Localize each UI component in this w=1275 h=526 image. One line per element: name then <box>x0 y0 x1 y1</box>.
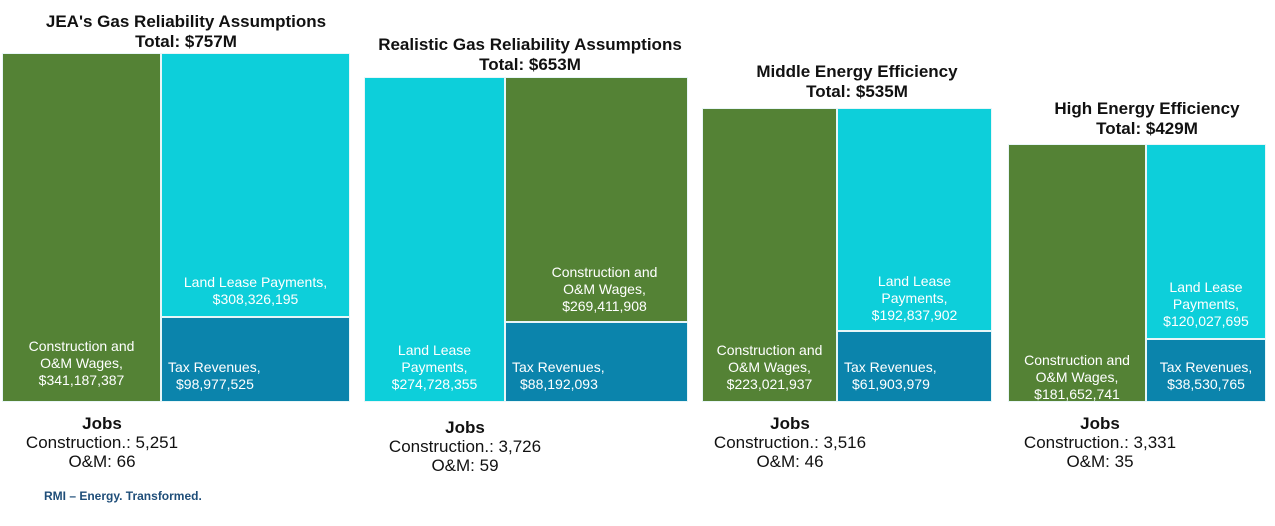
treemap-tile-construction-and-oandm-wages: Construction and O&M Wages, $223,021,937 <box>702 108 837 402</box>
jobs-heading: Jobs <box>445 418 485 437</box>
jobs-heading: Jobs <box>770 414 810 433</box>
jobs-construction: Construction.: 3,331 <box>1023 433 1177 452</box>
treemap-tile-land-lease-payments: Land Lease Payments, $120,027,695 <box>1146 144 1266 339</box>
chart-total: Total: $653M <box>479 55 581 74</box>
treemap: Construction and O&M Wages, $181,652,741 La… <box>1008 144 1266 402</box>
chart-title-text: JEA's Gas Reliability Assumptions <box>45 12 327 31</box>
tile-label-line: Construction and <box>551 264 658 280</box>
chart-title: Middle Energy Efficiency Total: $535M <box>702 62 1012 102</box>
tile-label-line: $223,021,937 <box>726 376 813 392</box>
tile-label-line: $61,903,979 <box>852 376 930 392</box>
tile-label-line: Construction and <box>716 342 823 358</box>
tile-label: Tax Revenues, $88,192,093 <box>512 359 683 393</box>
tile-label: Construction and O&M Wages, $341,187,387 <box>7 338 156 389</box>
tile-label-line: Land Lease <box>877 273 952 289</box>
jobs-om: O&M: 35 <box>1066 452 1134 471</box>
tile-label-line: Land Lease <box>1169 279 1243 295</box>
tile-label-line: Tax Revenues, <box>1159 359 1253 375</box>
jobs-heading: Jobs <box>1080 414 1120 433</box>
tile-label: Tax Revenues, $38,530,765 <box>1151 359 1261 393</box>
tile-label-line: $308,326,195 <box>212 291 299 307</box>
jobs-summary: Jobs Construction.: 5,251 O&M: 66 <box>2 414 202 471</box>
treemap-tile-land-lease-payments: Land Lease Payments, $192,837,902 <box>837 108 992 331</box>
jobs-heading: Jobs <box>82 414 122 433</box>
tile-label-line: $341,187,387 <box>38 372 125 388</box>
tile-label: Land Lease Payments, $274,728,355 <box>369 342 500 393</box>
chart-total: Total: $535M <box>806 82 908 101</box>
treemap-tile-tax-revenues: Tax Revenues, $61,903,979 <box>837 331 992 402</box>
chart-title-text: Middle Energy Efficiency <box>756 62 958 81</box>
treemap: Land Lease Payments, $274,728,355 Construct… <box>364 77 688 402</box>
jobs-summary: Jobs Construction.: 3,726 O&M: 59 <box>365 418 565 475</box>
treemap-tile-construction-and-oandm-wages: Construction and O&M Wages, $181,652,741 <box>1008 144 1146 402</box>
jobs-summary: Jobs Construction.: 3,516 O&M: 46 <box>690 414 890 471</box>
tile-label-line: Tax Revenues, <box>844 359 937 375</box>
tile-label-line: Payments, <box>401 359 468 375</box>
tile-label-line: Payments, <box>881 290 948 306</box>
tile-label-line: $88,192,093 <box>520 376 598 392</box>
tile-label-line: O&M Wages, <box>1035 369 1119 385</box>
tile-label-line: O&M Wages, <box>40 355 123 371</box>
tile-label-line: O&M Wages, <box>563 281 646 297</box>
treemap-tile-construction-and-oandm-wages: Construction and O&M Wages, $341,187,387 <box>2 53 161 402</box>
tile-label-line: $38,530,765 <box>1167 376 1245 392</box>
tile-label-line: $120,027,695 <box>1163 313 1249 329</box>
tile-label: Tax Revenues, $98,977,525 <box>168 359 345 393</box>
chart-title: High Energy Efficiency Total: $429M <box>1022 99 1272 139</box>
tile-label-line: Construction and <box>1024 352 1130 368</box>
jobs-construction: Construction.: 3,726 <box>388 437 542 456</box>
tile-label-line: $181,652,741 <box>1034 386 1120 402</box>
treemap: Construction and O&M Wages, $341,187,387 La… <box>2 53 350 402</box>
treemap-tile-tax-revenues: Tax Revenues, $98,977,525 <box>161 317 350 402</box>
treemap: Construction and O&M Wages, $223,021,937 La… <box>702 108 992 402</box>
treemap-tile-land-lease-payments: Land Lease Payments, $308,326,195 <box>161 53 350 317</box>
tile-label: Construction and O&M Wages, $269,411,908 <box>536 264 673 315</box>
tile-label-line: $274,728,355 <box>391 376 478 392</box>
tile-label-line: $192,837,902 <box>871 307 958 323</box>
jobs-om: O&M: 66 <box>68 452 136 471</box>
tile-label-line: Payments, <box>1172 296 1240 312</box>
treemap-tile-land-lease-payments: Land Lease Payments, $274,728,355 <box>364 77 505 402</box>
tile-label-line: Tax Revenues, <box>512 359 605 375</box>
tile-label-line: Tax Revenues, <box>168 359 261 375</box>
chart-title-text: Realistic Gas Reliability Assumptions <box>378 35 682 54</box>
tile-label-line: Construction and <box>28 338 135 354</box>
chart-title: JEA's Gas Reliability Assumptions Total:… <box>0 12 372 52</box>
footer-brand: RMI – Energy. Transformed. <box>44 489 202 503</box>
chart-title-text: High Energy Efficiency <box>1054 99 1240 118</box>
tile-label-line: Land Lease Payments, <box>183 274 328 290</box>
tile-label: Land Lease Payments, $120,027,695 <box>1151 279 1261 330</box>
tile-label: Land Lease Payments, $308,326,195 <box>166 274 345 308</box>
jobs-om: O&M: 59 <box>431 456 499 475</box>
treemap-tile-construction-and-oandm-wages: Construction and O&M Wages, $269,411,908 <box>505 77 688 322</box>
chart-total: Total: $757M <box>135 32 237 51</box>
tile-label: Construction and O&M Wages, $181,652,741 <box>1013 352 1141 403</box>
jobs-construction: Construction.: 3,516 <box>713 433 867 452</box>
jobs-om: O&M: 46 <box>756 452 824 471</box>
treemap-tile-tax-revenues: Tax Revenues, $38,530,765 <box>1146 339 1266 402</box>
jobs-construction: Construction.: 5,251 <box>25 433 179 452</box>
tile-label: Construction and O&M Wages, $223,021,937 <box>707 342 832 393</box>
chart-total: Total: $429M <box>1096 119 1198 138</box>
treemap-tile-tax-revenues: Tax Revenues, $88,192,093 <box>505 322 688 402</box>
chart-title: Realistic Gas Reliability Assumptions To… <box>355 35 705 75</box>
tile-label-line: Land Lease <box>397 342 472 358</box>
tile-label-line: $98,977,525 <box>176 376 254 392</box>
tile-label: Land Lease Payments, $192,837,902 <box>842 273 987 324</box>
jobs-summary: Jobs Construction.: 3,331 O&M: 35 <box>1000 414 1200 471</box>
tile-label: Tax Revenues, $61,903,979 <box>844 359 987 393</box>
tile-label-line: O&M Wages, <box>728 359 811 375</box>
tile-label-line: $269,411,908 <box>562 298 647 314</box>
